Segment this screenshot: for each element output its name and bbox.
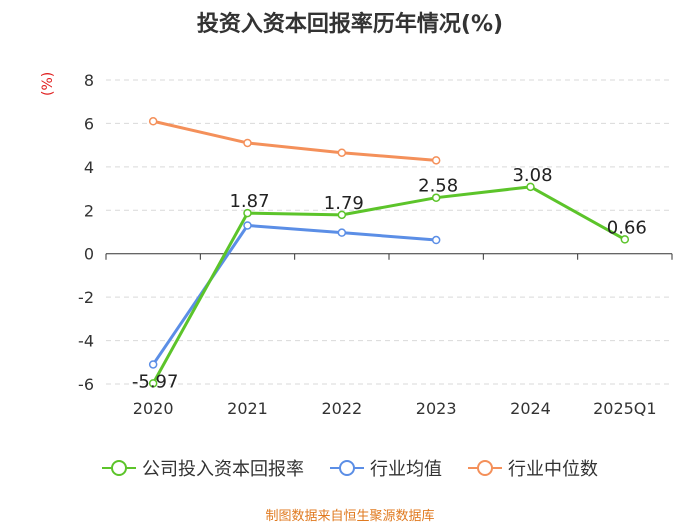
data-point — [526, 182, 535, 192]
data-point — [243, 138, 252, 148]
y-tick-label: 0 — [84, 245, 94, 264]
chart-title: 投资入资本回报率历年情况(%) — [196, 12, 504, 37]
legend-label-company: 公司投入资本回报率 — [142, 459, 304, 480]
x-tick-label: 2024 — [510, 399, 551, 418]
legend-label-industry-mean: 行业均值 — [370, 459, 442, 480]
legend-item-industry-mean[interactable]: 行业均值 — [330, 455, 442, 481]
data-label: 0.66 — [607, 217, 647, 238]
data-point — [620, 235, 630, 244]
data-point — [337, 228, 347, 237]
legend-swatch-industry-mean — [330, 460, 364, 476]
x-tick-label: 2022 — [321, 399, 362, 418]
data-point — [431, 156, 441, 165]
x-tick-label: 2020 — [133, 399, 174, 418]
data-point — [148, 360, 158, 369]
series-line — [151, 185, 626, 385]
legend-label-industry-median: 行业中位数 — [508, 459, 598, 480]
data-label: 2.58 — [418, 176, 458, 197]
data-label: 1.79 — [324, 193, 364, 214]
data-point — [337, 148, 347, 157]
x-tick-label: 2023 — [416, 399, 457, 418]
legend: 公司投入资本回报率 行业均值 行业中位数 — [0, 455, 700, 481]
data-label: -5.97 — [132, 371, 179, 392]
data-point — [243, 208, 252, 218]
data-label: 1.87 — [229, 191, 269, 212]
legend-item-industry-median[interactable]: 行业中位数 — [468, 455, 598, 481]
data-point — [243, 221, 252, 230]
x-tick-label: 2025Q1 — [593, 399, 657, 418]
data-source: 制图数据来自恒生聚源数据库 — [265, 509, 435, 524]
legend-swatch-company — [102, 460, 136, 476]
x-tick-label: 2021 — [227, 399, 268, 418]
data-point — [431, 193, 441, 202]
data-label: 3.08 — [512, 165, 552, 186]
legend-item-company[interactable]: 公司投入资本回报率 — [102, 455, 304, 481]
legend-swatch-industry-median — [468, 460, 502, 476]
data-point — [148, 379, 158, 388]
y-tick-label: -6 — [78, 375, 94, 394]
data-point — [337, 210, 347, 220]
y-tick-label: -4 — [78, 332, 94, 351]
series-line — [152, 119, 437, 162]
y-tick-label: 6 — [84, 114, 94, 133]
y-tick-label: 4 — [84, 158, 94, 177]
data-point — [148, 117, 158, 126]
y-tick-label: 2 — [84, 201, 94, 220]
y-tick-label: 8 — [84, 71, 94, 90]
y-tick-label: -2 — [78, 288, 94, 307]
data-point — [431, 235, 441, 245]
series-line — [151, 223, 437, 366]
